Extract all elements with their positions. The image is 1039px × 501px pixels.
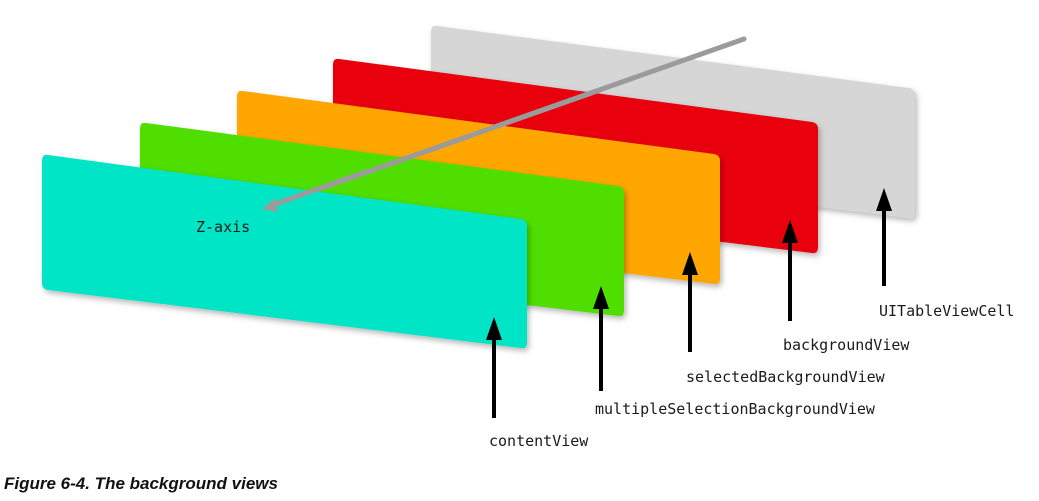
- arrows: [486, 188, 892, 418]
- backgroundview-label: backgroundView: [783, 336, 910, 354]
- z-axis-label: Z-axis: [196, 218, 250, 236]
- contentview-panel: [42, 154, 527, 349]
- selectedbackgroundview-arrow: [682, 252, 698, 352]
- backgroundview-arrow: [782, 220, 798, 321]
- uitableviewcell-label: UITableViewCell: [879, 302, 1014, 320]
- figure-caption: Figure 6-4. The background views: [4, 474, 278, 493]
- uitableviewcell-arrow: [876, 188, 892, 286]
- contentview-label: contentView: [489, 432, 589, 450]
- selectedbackgroundview-label: selectedBackgroundView: [686, 368, 886, 386]
- multipleselectionbackgroundview-label: multipleSelectionBackgroundView: [595, 400, 876, 418]
- z-axis-line-tip: [267, 171, 363, 209]
- contentview-arrow: [486, 317, 502, 418]
- multipleselectionbackgroundview-arrow: [593, 286, 609, 391]
- z-axis-arrowhead: [262, 198, 278, 212]
